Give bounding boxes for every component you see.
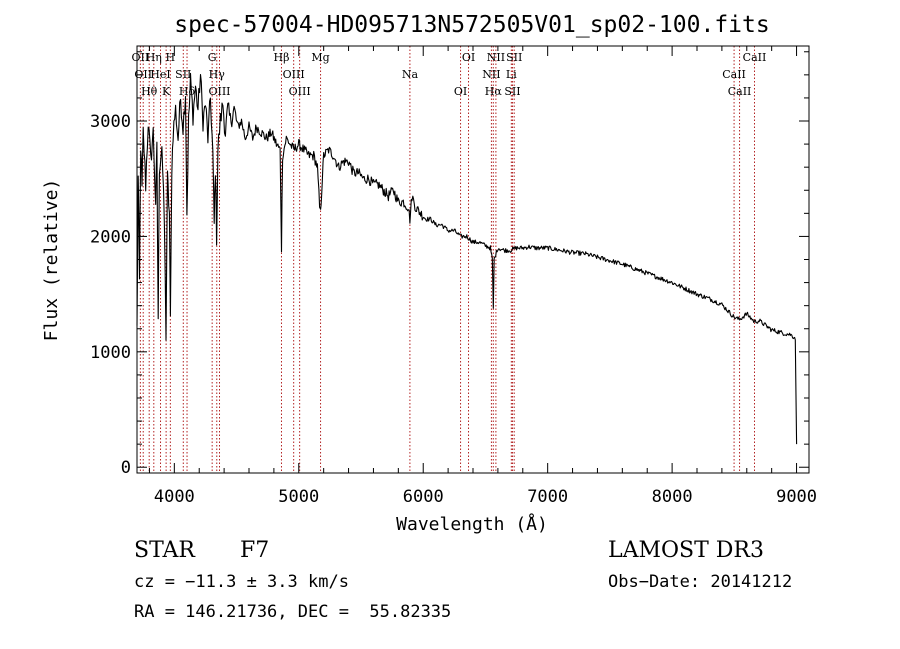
chart-title: spec-57004-HD095713N572505V01_sp02-100.f… bbox=[174, 12, 769, 38]
line-marker-label: Hδ bbox=[179, 85, 196, 98]
line-marker-label: SII bbox=[506, 51, 522, 64]
axes bbox=[136, 45, 810, 474]
line-marker-label: Hη bbox=[146, 51, 162, 64]
obs-date: Obs−Date: 20141212 bbox=[608, 572, 793, 592]
line-marker-label: OI bbox=[462, 51, 475, 64]
x-tick-label: 5000 bbox=[278, 487, 319, 507]
survey-name: LAMOST DR3 bbox=[608, 538, 764, 563]
x-tick-label: 7000 bbox=[527, 487, 568, 507]
redshift-cz: cz = −11.3 ± 3.3 km/s bbox=[134, 572, 349, 592]
line-marker-label: Hθ bbox=[141, 85, 158, 98]
line-marker-label: OIII bbox=[289, 85, 311, 98]
line-marker-label: NII bbox=[482, 68, 500, 81]
x-tick-label: 9000 bbox=[776, 487, 817, 507]
line-marker-label: Na bbox=[402, 68, 419, 81]
spectrum-line bbox=[136, 72, 798, 445]
line-marker-label: Hγ bbox=[209, 68, 226, 81]
y-tick-label: 3000 bbox=[90, 112, 131, 132]
line-marker-label: G bbox=[208, 51, 217, 64]
tick-labels: 4000 5000 6000 7000 8000 9000 0 1000 2000 3000 bbox=[90, 112, 817, 507]
y-tick-label: 2000 bbox=[90, 227, 131, 247]
ra-dec-coords: RA = 146.21736, DEC = 55.82335 bbox=[134, 602, 452, 622]
object-type: STAR bbox=[134, 538, 195, 563]
line-markers bbox=[139, 46, 755, 473]
line-marker-label: CaII bbox=[728, 85, 752, 98]
x-tick-label: 4000 bbox=[154, 487, 195, 507]
y-tick-label: 1000 bbox=[90, 343, 131, 363]
line-marker-label: K bbox=[162, 85, 171, 98]
line-marker-label: Hα bbox=[485, 85, 503, 98]
line-marker-label: OIII bbox=[283, 68, 305, 81]
line-marker-label: Li bbox=[506, 68, 517, 81]
x-tick-label: 8000 bbox=[652, 487, 693, 507]
series bbox=[136, 72, 798, 445]
y-axis-label: Flux (relative) bbox=[41, 179, 62, 342]
y-tick-label: 0 bbox=[121, 458, 131, 478]
x-axis-label: Wavelength (Å) bbox=[396, 513, 548, 535]
object-subclass: F7 bbox=[240, 538, 270, 563]
line-marker-label: NII bbox=[487, 51, 505, 64]
line-marker-label: OI bbox=[454, 85, 467, 98]
line-marker-labels: OII OII Hθ Hη HeI K H SII Hδ G Hγ OIII Hβ OIII OIII Mg N… bbox=[132, 51, 767, 98]
line-marker-label: OIII bbox=[208, 85, 230, 98]
line-marker-label: Mg bbox=[311, 51, 329, 64]
x-tick-label: 6000 bbox=[403, 487, 444, 507]
line-marker-label: SII bbox=[504, 85, 520, 98]
line-marker-label: OII bbox=[132, 51, 150, 64]
line-marker-label: HeI bbox=[150, 68, 170, 81]
line-marker-label: SII bbox=[175, 68, 191, 81]
line-marker-label: OII bbox=[134, 68, 152, 81]
line-marker-label: H bbox=[166, 51, 176, 64]
line-marker-label: CaII bbox=[722, 68, 746, 81]
line-marker-label: Hβ bbox=[274, 51, 290, 64]
plot-frame bbox=[136, 45, 810, 474]
line-marker-label: CaII bbox=[743, 51, 767, 64]
